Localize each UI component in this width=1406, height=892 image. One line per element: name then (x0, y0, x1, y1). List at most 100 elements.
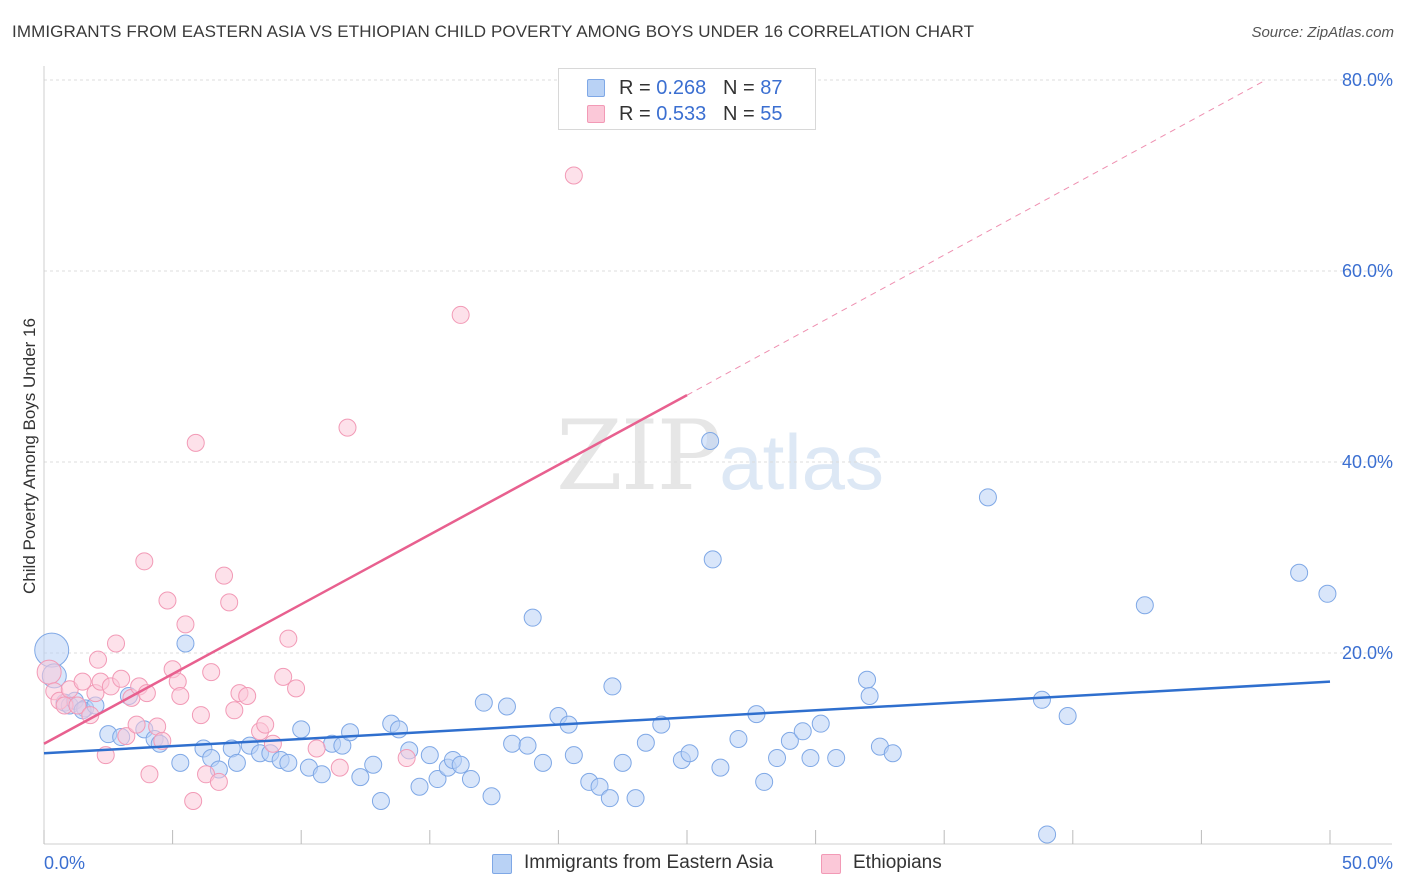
point-ethiopians (279, 629, 298, 648)
point-eastern-asia (171, 753, 190, 772)
point-eastern-asia (451, 755, 470, 774)
point-ethiopians (176, 615, 195, 634)
point-ethiopians (307, 739, 326, 758)
point-ethiopians (186, 433, 205, 452)
legend-label-ethiopians: Ethiopians (853, 852, 942, 873)
point-ethiopians (202, 663, 221, 682)
point-ethiopians (330, 758, 349, 777)
point-ethiopians (191, 706, 210, 725)
point-ethiopians (112, 669, 131, 688)
point-eastern-asia (371, 792, 390, 811)
source-label: Source: ZipAtlas.com (1251, 24, 1394, 41)
point-eastern-asia (389, 720, 408, 739)
point-ethiopians (220, 593, 239, 612)
point-ethiopians (68, 696, 87, 715)
correlation-legend: R = 0.268 N = 87 R = 0.533 N = 55 (558, 68, 816, 130)
point-eastern-asia (176, 634, 195, 653)
point-ethiopians (158, 591, 177, 610)
point-eastern-asia (533, 753, 552, 772)
x-tick-label: 50.0% (1342, 853, 1393, 873)
point-ethiopians (36, 659, 62, 685)
point-ethiopians (127, 715, 146, 734)
point-eastern-asia (858, 670, 877, 689)
point-eastern-asia (827, 749, 846, 768)
legend-text-eastern-asia: R = 0.268 N = 87 (619, 77, 782, 100)
point-eastern-asia (1135, 596, 1154, 615)
legend-text-ethiopians: R = 0.533 N = 55 (619, 103, 782, 126)
point-ethiopians (397, 749, 416, 768)
point-eastern-asia (292, 720, 311, 739)
point-eastern-asia (564, 746, 583, 765)
legend-swatch-ethiopians (587, 105, 605, 123)
point-eastern-asia (883, 744, 902, 763)
point-ethiopians (263, 734, 282, 753)
point-eastern-asia (497, 697, 516, 716)
series-legend: Immigrants from Eastern Asia Ethiopians (0, 852, 1406, 878)
legend-swatch-eastern-asia (587, 79, 605, 97)
point-eastern-asia (461, 770, 480, 789)
legend-n-value: 55 (760, 103, 783, 125)
y-tick-label: 20.0% (1342, 643, 1393, 663)
trendline-ethiopians (43, 394, 688, 745)
point-eastern-asia (811, 714, 830, 733)
point-eastern-asia (364, 755, 383, 774)
point-eastern-asia (341, 723, 360, 742)
point-ethiopians (215, 566, 234, 585)
point-ethiopians (338, 418, 357, 437)
legend-n-label: N = (722, 77, 761, 99)
point-eastern-asia (701, 431, 720, 450)
point-ethiopians (117, 727, 136, 746)
chart-title: IMMIGRANTS FROM EASTERN ASIA VS ETHIOPIA… (12, 22, 975, 41)
point-ethiopians (209, 772, 228, 791)
point-eastern-asia (600, 789, 619, 808)
point-eastern-asia (1290, 563, 1309, 582)
point-eastern-asia (1032, 690, 1051, 709)
point-eastern-asia (523, 608, 542, 627)
point-eastern-asia (420, 746, 439, 765)
y-tick-label: 80.0% (1342, 70, 1393, 90)
legend-r-label: R = (619, 77, 657, 99)
y-tick-label: 60.0% (1342, 261, 1393, 281)
point-eastern-asia (978, 488, 997, 507)
x-tick-label: 0.0% (44, 853, 85, 873)
legend-r-value: 0.533 (656, 103, 707, 125)
point-ethiopians (564, 166, 583, 185)
point-eastern-asia (636, 733, 655, 752)
legend-n-value: 87 (760, 77, 783, 99)
point-ethiopians (451, 305, 470, 324)
point-eastern-asia (793, 722, 812, 741)
y-axis-label: Child Poverty Among Boys Under 16 (20, 318, 39, 594)
point-eastern-asia (768, 749, 787, 768)
point-ethiopians (153, 731, 172, 750)
point-ethiopians (140, 765, 159, 784)
point-eastern-asia (860, 686, 879, 705)
point-eastern-asia (711, 758, 730, 777)
legend-r-label: R = (619, 103, 657, 125)
point-eastern-asia (626, 789, 645, 808)
point-eastern-asia (428, 770, 447, 789)
point-ethiopians (238, 686, 257, 705)
point-ethiopians (225, 701, 244, 720)
point-ethiopians (171, 686, 190, 705)
point-eastern-asia (279, 753, 298, 772)
point-ethiopians (89, 650, 108, 669)
point-eastern-asia (1058, 707, 1077, 726)
legend-r-value: 0.268 (656, 77, 707, 99)
point-eastern-asia (590, 777, 609, 796)
point-eastern-asia (312, 765, 331, 784)
point-ethiopians (287, 679, 306, 698)
point-ethiopians (107, 634, 126, 653)
point-ethiopians (274, 667, 293, 686)
point-eastern-asia (780, 731, 799, 750)
point-eastern-asia (613, 753, 632, 772)
point-eastern-asia (680, 744, 699, 763)
trendline-eastern-asia (43, 680, 1331, 755)
point-eastern-asia (482, 787, 501, 806)
point-ethiopians (256, 715, 275, 734)
point-eastern-asia (603, 677, 622, 696)
legend-n-label: N = (722, 103, 761, 125)
point-eastern-asia (729, 729, 748, 748)
point-eastern-asia (1038, 825, 1057, 844)
point-eastern-asia (227, 753, 246, 772)
